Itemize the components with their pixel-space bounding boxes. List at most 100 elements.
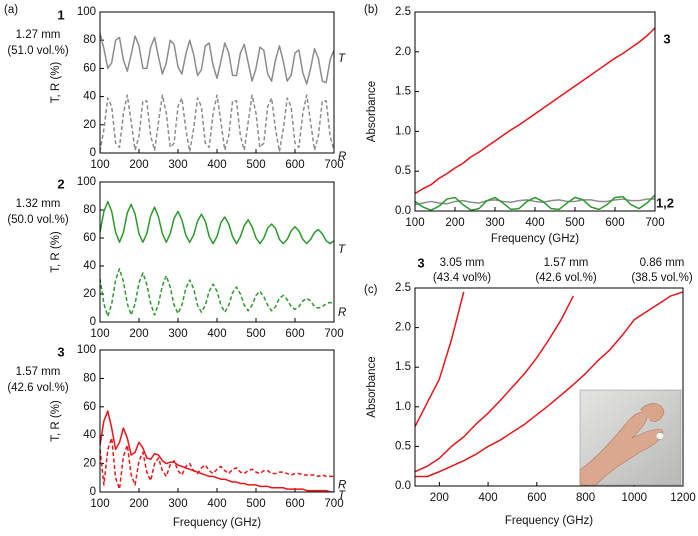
data-line — [415, 295, 575, 473]
series-label: T — [338, 490, 346, 502]
y-tick-label: 2.0 — [395, 322, 411, 334]
panel-tag: (c) — [364, 284, 378, 296]
data-line — [100, 32, 334, 85]
x-tick-label: 400 — [207, 498, 226, 510]
data-line — [415, 198, 655, 206]
panel-tag: (b) — [364, 4, 378, 16]
fraction: (51.0 vol.%) — [7, 45, 69, 57]
y-tick-label: 100 — [77, 176, 96, 188]
thickness: 1.27 mm — [16, 29, 61, 41]
y-tick-label: 1.0 — [395, 125, 411, 137]
y-tick-label: 80 — [83, 204, 96, 216]
x-tick-label: 300 — [168, 159, 187, 171]
x-tick-label: 200 — [129, 159, 148, 171]
x-axis-label: Frequency (GHz) — [505, 515, 593, 527]
y-tick-label: 0 — [90, 147, 96, 159]
x-tick-label: 200 — [430, 492, 449, 504]
y-axis-label: T, R (%) — [50, 231, 62, 273]
sample-number: 3 — [417, 255, 424, 270]
data-line — [100, 410, 334, 492]
x-tick-label: 200 — [445, 217, 464, 229]
y-tick-label: 0.0 — [395, 205, 411, 217]
x-tick-label: 200 — [129, 498, 148, 510]
y-tick-label: 100 — [77, 344, 96, 356]
x-tick-label: 700 — [324, 159, 343, 171]
y-axis-label: T, R (%) — [50, 62, 62, 104]
data-line — [415, 291, 465, 427]
x-tick-label: 600 — [285, 159, 304, 171]
data-line — [415, 194, 655, 211]
y-axis-label: Absorbance — [366, 356, 378, 417]
y-tick-label: 40 — [83, 91, 96, 103]
curve-label: 1,2 — [656, 195, 674, 210]
y-tick-label: 0 — [90, 316, 96, 328]
x-tick-label: 600 — [605, 217, 624, 229]
x-tick-label: 600 — [285, 328, 304, 340]
y-tick-label: 20 — [83, 288, 96, 300]
data-line — [100, 200, 334, 245]
sample-number: 3 — [57, 344, 64, 359]
plot-frame — [99, 181, 335, 323]
x-tick-label: 100 — [90, 328, 109, 340]
x-tick-label: 400 — [207, 328, 226, 340]
x-tick-label: 500 — [246, 159, 265, 171]
inset-photo — [579, 389, 682, 486]
curve-note: (43.4 vol%) — [433, 272, 491, 284]
plot-frame — [99, 349, 335, 493]
series-label: R — [338, 479, 346, 491]
y-tick-label: 60 — [83, 62, 96, 74]
x-tick-label: 300 — [485, 217, 504, 229]
y-tick-label: 1.0 — [395, 401, 411, 413]
y-tick-label: 0.5 — [395, 440, 411, 452]
x-tick-label: 300 — [168, 328, 187, 340]
y-tick-label: 60 — [83, 401, 96, 413]
y-tick-label: 20 — [83, 458, 96, 470]
y-tick-label: 0.0 — [395, 480, 411, 492]
series-label: R — [338, 307, 346, 319]
y-tick-label: 2.5 — [395, 282, 411, 294]
curve-label: 0.86 mm — [640, 257, 685, 269]
sample-number: 2 — [57, 176, 64, 191]
x-tick-label: 700 — [324, 328, 343, 340]
y-tick-label: 2.5 — [395, 6, 411, 18]
x-tick-label: 500 — [246, 328, 265, 340]
y-tick-label: 80 — [83, 372, 96, 384]
data-line — [415, 27, 655, 195]
thickness: 1.32 mm — [16, 198, 61, 210]
y-tick-label: 0 — [90, 486, 96, 498]
series-label: R — [338, 151, 346, 163]
fraction: (42.6 vol.%) — [7, 382, 69, 394]
x-tick-label: 400 — [478, 492, 497, 504]
panel-tag: (a) — [4, 4, 18, 16]
curve-label: 3 — [663, 31, 670, 46]
x-tick-label: 100 — [405, 217, 424, 229]
y-tick-label: 40 — [83, 429, 96, 441]
x-tick-label: 400 — [525, 217, 544, 229]
x-tick-label: 400 — [207, 159, 226, 171]
y-tick-label: 2.0 — [395, 46, 411, 58]
y-tick-label: 0.5 — [395, 165, 411, 177]
plot-frame — [414, 11, 656, 212]
x-tick-label: 500 — [246, 498, 265, 510]
plot-frame — [414, 287, 684, 487]
x-tick-label: 700 — [645, 217, 664, 229]
x-tick-label: 1200 — [670, 492, 696, 504]
fraction: (50.0 vol.%) — [7, 214, 69, 226]
sample-number: 1 — [57, 7, 64, 22]
plot-frame — [99, 11, 335, 154]
y-axis-label: T, R (%) — [50, 400, 62, 442]
x-tick-label: 300 — [168, 498, 187, 510]
x-tick-label: 100 — [90, 498, 109, 510]
y-tick-label: 1.5 — [395, 361, 411, 373]
x-tick-label: 200 — [129, 328, 148, 340]
thickness: 1.57 mm — [16, 366, 61, 378]
x-tick-label: 600 — [527, 492, 546, 504]
x-axis-label: Frequency (GHz) — [173, 517, 261, 529]
x-tick-label: 500 — [565, 217, 584, 229]
data-line — [100, 268, 334, 318]
series-label: T — [338, 53, 346, 65]
y-tick-label: 80 — [83, 34, 96, 46]
curve-label: 1.57 mm — [544, 257, 589, 269]
x-axis-label: Frequency (GHz) — [491, 233, 579, 245]
